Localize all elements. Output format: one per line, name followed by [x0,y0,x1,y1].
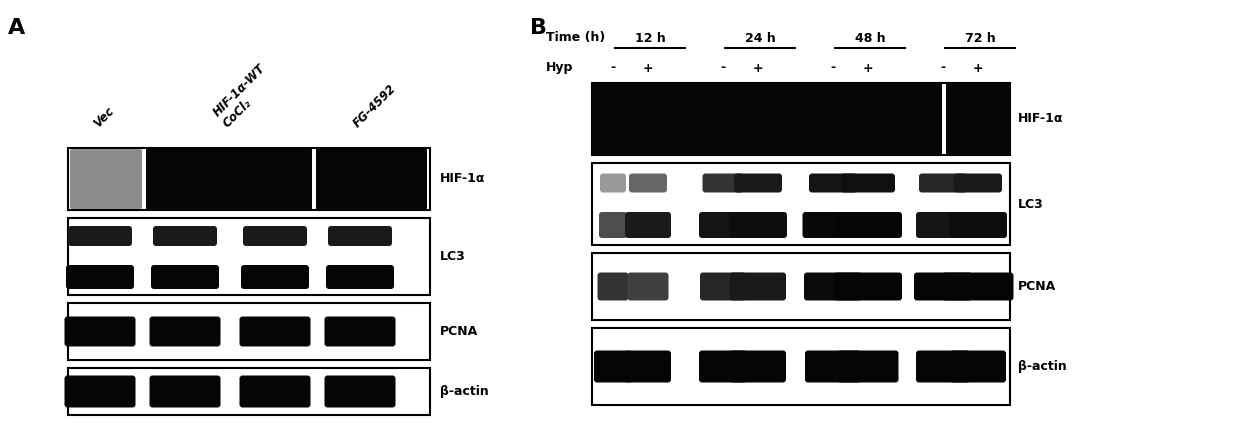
Text: -: - [720,61,725,74]
FancyBboxPatch shape [599,212,627,238]
Text: Hyp: Hyp [546,61,573,74]
Text: PCNA: PCNA [1018,280,1056,293]
FancyBboxPatch shape [916,212,970,238]
FancyBboxPatch shape [326,265,394,289]
Text: HIF-1α-WT
CoCl₂: HIF-1α-WT CoCl₂ [211,62,278,130]
FancyBboxPatch shape [916,351,970,382]
FancyBboxPatch shape [699,351,746,382]
Text: +: + [642,61,653,74]
FancyBboxPatch shape [805,351,861,382]
FancyBboxPatch shape [734,173,782,192]
FancyBboxPatch shape [949,212,1007,238]
Text: +: + [753,61,764,74]
FancyBboxPatch shape [153,226,217,246]
FancyBboxPatch shape [729,212,787,238]
Bar [68,218,430,295]
FancyBboxPatch shape [841,173,895,192]
FancyBboxPatch shape [600,173,626,192]
FancyBboxPatch shape [954,173,1002,192]
Bar [591,163,1011,245]
Bar [591,83,1011,155]
FancyBboxPatch shape [151,265,219,289]
Text: HIF-1α: HIF-1α [1018,113,1064,126]
FancyBboxPatch shape [64,376,135,407]
FancyBboxPatch shape [730,272,786,300]
FancyBboxPatch shape [150,376,221,407]
Text: Vec: Vec [91,104,117,130]
Text: B: B [529,18,547,38]
FancyBboxPatch shape [64,316,135,346]
FancyBboxPatch shape [808,173,857,192]
Text: Time (h): Time (h) [546,31,605,44]
FancyBboxPatch shape [804,272,862,300]
Bar [591,328,1011,405]
Text: β-actin: β-actin [440,385,489,398]
Text: LC3: LC3 [1018,198,1044,211]
Bar [68,368,430,415]
Text: +: + [972,61,983,74]
FancyBboxPatch shape [627,272,668,300]
FancyBboxPatch shape [625,212,671,238]
Text: 48 h: 48 h [854,31,885,44]
Text: A: A [7,18,25,38]
Bar [68,148,430,210]
FancyBboxPatch shape [919,173,967,192]
FancyBboxPatch shape [591,83,942,155]
FancyBboxPatch shape [701,272,746,300]
Text: -: - [610,61,615,74]
Text: 24 h: 24 h [745,31,775,44]
FancyBboxPatch shape [942,272,1013,300]
FancyBboxPatch shape [241,265,309,289]
FancyBboxPatch shape [598,272,629,300]
FancyBboxPatch shape [835,272,901,300]
FancyBboxPatch shape [316,148,427,210]
FancyBboxPatch shape [146,148,312,210]
FancyBboxPatch shape [835,212,901,238]
FancyBboxPatch shape [837,351,899,382]
Text: 72 h: 72 h [965,31,996,44]
Text: PCNA: PCNA [440,325,479,338]
Text: HIF-1α: HIF-1α [440,173,486,186]
FancyBboxPatch shape [950,351,1006,382]
FancyBboxPatch shape [239,316,310,346]
FancyBboxPatch shape [802,212,863,238]
FancyBboxPatch shape [325,376,396,407]
Text: 12 h: 12 h [635,31,666,44]
Bar [68,303,430,360]
FancyBboxPatch shape [699,212,746,238]
FancyBboxPatch shape [946,83,1011,155]
FancyBboxPatch shape [703,173,744,192]
Bar [591,253,1011,320]
Text: β-actin: β-actin [1018,360,1066,373]
FancyBboxPatch shape [66,265,134,289]
Text: -: - [831,61,836,74]
FancyBboxPatch shape [69,149,143,209]
Text: +: + [863,61,873,74]
FancyBboxPatch shape [625,351,671,382]
FancyBboxPatch shape [629,173,667,192]
FancyBboxPatch shape [329,226,392,246]
FancyBboxPatch shape [150,316,221,346]
FancyBboxPatch shape [239,376,310,407]
Text: LC3: LC3 [440,250,466,263]
Text: -: - [940,61,946,74]
FancyBboxPatch shape [68,226,131,246]
Text: FG-4592: FG-4592 [351,82,399,130]
FancyBboxPatch shape [243,226,308,246]
FancyBboxPatch shape [325,316,396,346]
FancyBboxPatch shape [730,351,786,382]
FancyBboxPatch shape [914,272,972,300]
FancyBboxPatch shape [594,351,632,382]
